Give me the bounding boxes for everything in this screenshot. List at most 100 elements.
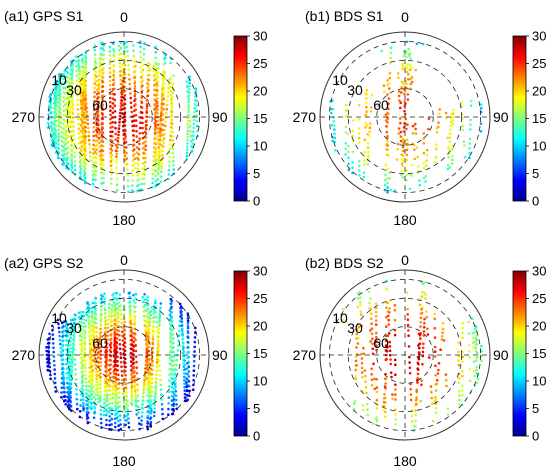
track-point	[94, 317, 98, 321]
track-point	[81, 91, 85, 94]
track-point	[170, 104, 174, 107]
track-point	[154, 160, 157, 163]
track-point	[148, 412, 152, 415]
track-point	[80, 102, 84, 106]
track-point	[127, 421, 130, 425]
track-point	[94, 367, 98, 370]
track-point	[99, 323, 102, 326]
track-point	[154, 158, 157, 161]
track-point	[403, 92, 406, 96]
track-point	[160, 398, 163, 401]
track-point	[370, 332, 374, 336]
track-point	[71, 103, 75, 106]
track-point	[104, 312, 107, 315]
track-point	[390, 375, 393, 379]
track-point	[155, 70, 158, 74]
track-point	[397, 76, 400, 80]
track-point	[422, 176, 426, 180]
track-point	[99, 413, 103, 416]
track-point	[78, 156, 82, 159]
track-point	[437, 368, 440, 372]
track-point	[138, 126, 142, 130]
track-point	[66, 146, 70, 149]
track-point	[92, 121, 96, 125]
track-point	[139, 65, 143, 69]
track-point	[161, 113, 165, 116]
track-point	[145, 110, 149, 113]
track-point	[133, 92, 137, 95]
track-point	[131, 179, 134, 182]
track-point	[130, 110, 133, 114]
track-point	[101, 295, 104, 298]
track-point	[365, 110, 368, 113]
track-point	[73, 155, 76, 159]
track-point	[61, 343, 65, 347]
track-point	[134, 119, 138, 122]
track-point	[100, 121, 104, 125]
track-point	[108, 353, 112, 357]
track-point	[153, 398, 157, 402]
track-point	[414, 122, 417, 126]
track-point	[160, 110, 163, 113]
track-point	[54, 390, 57, 393]
track-point	[387, 323, 391, 326]
track-point	[108, 71, 112, 74]
track-point	[106, 403, 109, 407]
track-point	[97, 355, 100, 359]
track-point	[57, 135, 60, 139]
track-point	[79, 147, 82, 151]
track-point	[155, 74, 159, 78]
track-point	[139, 188, 143, 191]
track-point	[100, 176, 103, 180]
track-point	[132, 336, 136, 340]
track-point	[95, 92, 99, 96]
track-point	[371, 347, 375, 351]
track-point	[410, 66, 413, 70]
track-point	[64, 399, 67, 402]
track-point	[134, 162, 137, 165]
track-point	[113, 323, 116, 327]
track-point	[176, 349, 179, 352]
track-point	[57, 326, 61, 330]
track-point	[448, 140, 452, 143]
track-point	[384, 163, 388, 166]
track-point	[76, 103, 80, 106]
track-point	[158, 319, 161, 322]
track-point	[334, 148, 337, 152]
track-point	[185, 151, 189, 155]
track-point	[72, 125, 75, 128]
track-point	[448, 136, 452, 139]
panel-title: (b1) BDS S1	[305, 8, 384, 24]
track-point	[91, 348, 94, 352]
track-point	[123, 154, 127, 158]
track-point	[422, 342, 425, 346]
track-point	[167, 177, 170, 181]
track-point	[356, 296, 360, 300]
track-point	[364, 121, 367, 125]
track-point	[476, 377, 480, 381]
track-point	[186, 324, 190, 328]
track-point	[131, 347, 134, 351]
colorbar-tick-label: 0	[253, 429, 260, 444]
track-point	[69, 336, 72, 340]
track-point	[88, 342, 92, 346]
track-point	[359, 301, 362, 304]
track-point	[168, 147, 172, 150]
track-point	[84, 51, 88, 55]
track-point	[405, 40, 409, 44]
track-point	[78, 410, 82, 413]
track-point	[84, 362, 87, 366]
track-point	[112, 76, 116, 79]
track-point	[109, 139, 112, 142]
track-point	[458, 403, 461, 406]
track-point	[71, 346, 75, 349]
track-point	[67, 167, 70, 171]
track-point	[74, 368, 77, 371]
track-point	[96, 394, 100, 397]
elevation-label-60: 60	[373, 335, 389, 351]
track-point	[85, 410, 89, 414]
track-point	[140, 411, 144, 414]
track-point	[368, 122, 372, 125]
track-point	[63, 391, 66, 394]
track-point	[123, 46, 127, 49]
